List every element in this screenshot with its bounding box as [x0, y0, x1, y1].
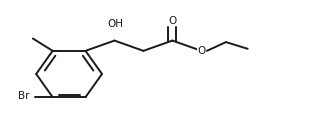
Text: OH: OH	[108, 19, 123, 29]
Text: Br: Br	[18, 91, 29, 101]
Text: O: O	[197, 46, 206, 56]
Text: O: O	[168, 16, 177, 26]
